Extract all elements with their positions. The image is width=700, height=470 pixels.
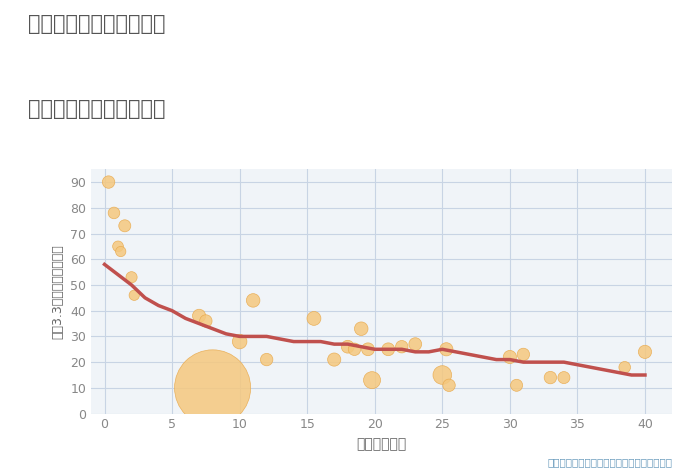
Point: [639, 348, 650, 356]
Point: [383, 345, 394, 353]
Point: [234, 338, 245, 345]
Point: [342, 343, 354, 351]
Point: [441, 345, 452, 353]
Point: [518, 351, 529, 358]
Point: [437, 371, 448, 379]
Point: [129, 291, 140, 299]
Point: [108, 209, 120, 217]
Point: [261, 356, 272, 363]
Point: [410, 340, 421, 348]
Point: [248, 297, 259, 304]
Text: 三重県松阪市早馬瀬町の: 三重県松阪市早馬瀬町の: [28, 14, 165, 34]
Point: [559, 374, 570, 381]
Point: [119, 222, 130, 229]
Point: [207, 384, 218, 392]
Point: [193, 312, 204, 320]
Point: [363, 345, 374, 353]
Point: [115, 248, 126, 255]
Point: [444, 382, 455, 389]
Point: [396, 343, 407, 351]
Point: [200, 317, 211, 325]
Text: 築年数別中古戸建て価格: 築年数別中古戸建て価格: [28, 99, 165, 119]
Point: [328, 356, 339, 363]
Y-axis label: 坪（3.3㎡）単価（万円）: 坪（3.3㎡）単価（万円）: [52, 244, 64, 339]
Point: [619, 363, 630, 371]
Point: [511, 382, 522, 389]
Point: [103, 178, 114, 186]
Point: [356, 325, 367, 332]
Point: [349, 345, 360, 353]
Point: [113, 243, 124, 250]
Point: [504, 353, 515, 361]
Text: 円の大きさは、取引のあった物件面積を示す: 円の大きさは、取引のあった物件面積を示す: [547, 458, 672, 468]
Point: [545, 374, 556, 381]
Point: [308, 314, 319, 322]
Point: [126, 274, 137, 281]
Point: [366, 376, 377, 384]
X-axis label: 築年数（年）: 築年数（年）: [356, 437, 407, 451]
